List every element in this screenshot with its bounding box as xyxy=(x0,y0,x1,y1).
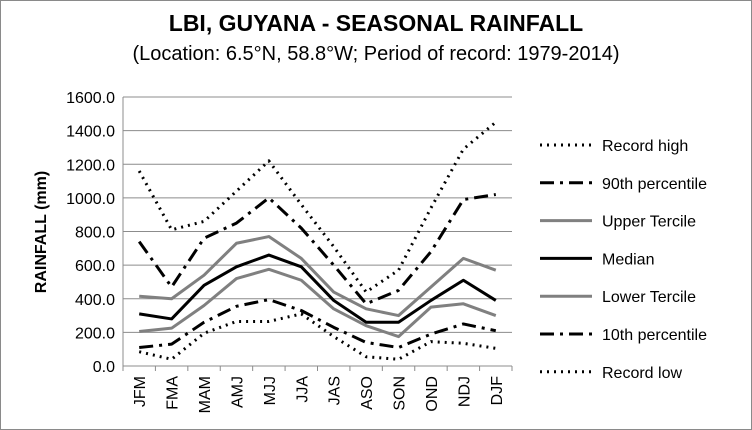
y-tick-label: 1000.0 xyxy=(66,191,115,208)
data-point-90th-percentile xyxy=(365,302,368,305)
legend-label: Record high xyxy=(602,138,688,155)
y-tick-label: 200.0 xyxy=(75,325,115,342)
legend-label: Median xyxy=(602,251,654,268)
series-line-upper-tercile xyxy=(139,235,497,318)
chart-title: LBI, GUYANA - SEASONAL RAINFALL xyxy=(168,10,584,36)
data-point-record-high xyxy=(462,148,465,151)
data-point-10th-percentile xyxy=(429,333,432,336)
data-point-record-low xyxy=(332,335,335,338)
y-tick-label: 1600.0 xyxy=(66,90,115,107)
data-point-10th-percentile xyxy=(365,341,368,344)
x-tick-label: JJA xyxy=(294,376,311,403)
data-point-record-low xyxy=(397,358,400,361)
gridlines xyxy=(123,96,512,367)
data-point-90th-percentile xyxy=(170,285,173,288)
series-line-record-high xyxy=(137,121,497,294)
chart-subtitle: (Location: 6.5°N, 58.8°W; Period of reco… xyxy=(132,43,620,65)
x-tick-label: FMA xyxy=(165,376,182,410)
data-point-90th-percentile xyxy=(462,198,465,201)
series-line-lower-tercile xyxy=(139,267,497,339)
axes: 0.0 200.0 400.0 600.0 800.0 1000.0 1200.0 1400.… xyxy=(66,90,513,413)
data-point-record-low xyxy=(462,342,465,345)
x-tick-label: JFM xyxy=(132,376,149,407)
x-tick-label: MAM xyxy=(197,376,214,413)
legend-label: Lower Tercile xyxy=(602,289,696,306)
data-point-record-high xyxy=(235,190,238,193)
legend: Record high 90th percentile Upper Tercile M… xyxy=(540,138,707,382)
x-tick-label: JAS xyxy=(327,376,344,405)
data-point-record-high xyxy=(170,228,173,231)
data-point-record-low xyxy=(170,358,173,361)
x-tick-label: OND xyxy=(424,376,441,412)
y-axis-label: RAINFALL (mm) xyxy=(33,171,50,293)
series-line-median xyxy=(138,253,497,324)
series-lines xyxy=(137,121,497,361)
x-tick-label: MJJ xyxy=(262,376,279,405)
series-line-90th-percentile xyxy=(137,193,497,306)
x-tick-label: NDJ xyxy=(456,376,473,407)
y-tick-label: 1400.0 xyxy=(66,124,115,141)
y-tick-label: 0.0 xyxy=(93,359,115,376)
series-line-10th-percentile xyxy=(139,298,497,350)
legend-label: 10th percentile xyxy=(602,327,707,344)
x-tick-label: ASO xyxy=(359,376,376,410)
data-point-record-low xyxy=(235,320,238,323)
y-tick-label: 600.0 xyxy=(75,258,115,275)
x-tick-label: DJF xyxy=(489,376,506,406)
legend-label: Upper Tercile xyxy=(602,214,696,231)
y-tick-label: 400.0 xyxy=(75,292,115,309)
legend-label: 90th percentile xyxy=(602,176,707,193)
legend-label: Record low xyxy=(602,365,682,382)
y-tick-label: 1200.0 xyxy=(66,157,115,174)
x-tick-label: SON xyxy=(392,376,409,411)
data-point-record-high xyxy=(494,121,497,124)
y-tick-label: 800.0 xyxy=(75,225,115,242)
series-line-record-low xyxy=(138,312,497,361)
data-point-90th-percentile xyxy=(203,237,206,240)
x-tick-label: AMJ xyxy=(229,376,246,408)
